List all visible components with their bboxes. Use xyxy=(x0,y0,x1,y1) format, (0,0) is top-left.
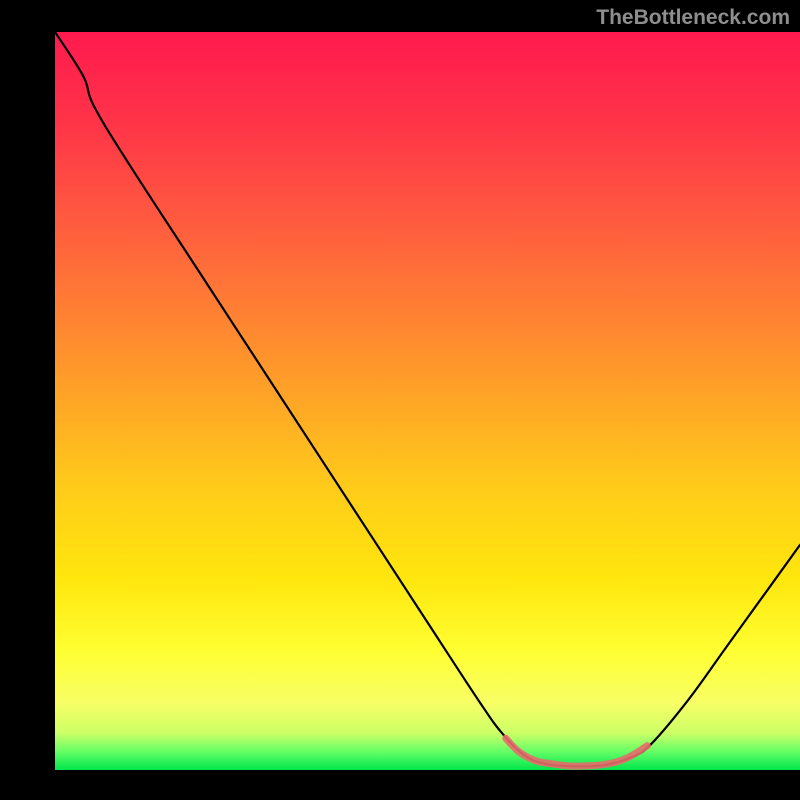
attribution-text: TheBottleneck.com xyxy=(596,6,790,30)
chart-background xyxy=(55,32,800,770)
chart-svg xyxy=(55,32,800,770)
chart-plot-area xyxy=(55,32,800,770)
